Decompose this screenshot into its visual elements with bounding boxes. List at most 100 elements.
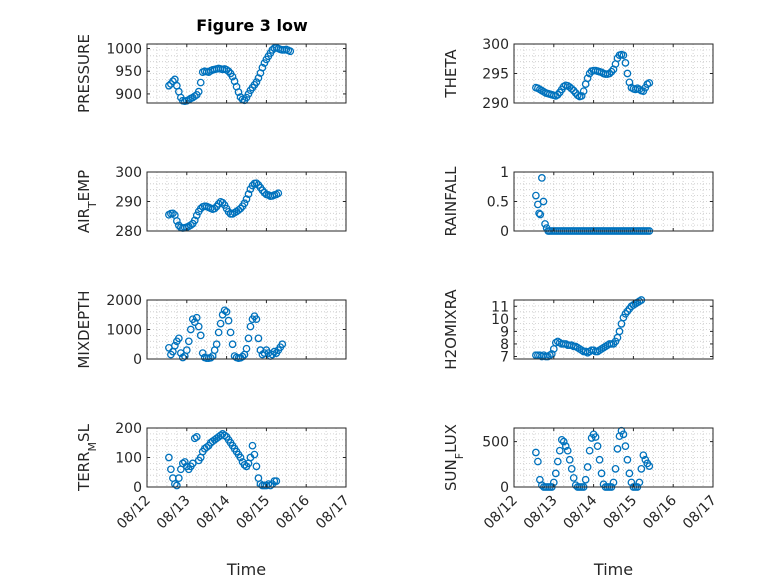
y-tick-label: 290 [482, 96, 509, 112]
data-point [254, 74, 263, 82]
y-tick-label: 290 [115, 195, 142, 211]
data-point [619, 51, 628, 60]
y-tick-label: 0 [133, 480, 142, 496]
x-tick-label: 08/12 [481, 493, 521, 533]
y-tick-label: 1 [500, 165, 509, 181]
grid [147, 44, 346, 103]
data-point [224, 316, 233, 325]
x-tick-label: 08/13 [154, 493, 194, 533]
data-series [532, 296, 646, 361]
subplot-terr_msl: 0 100 200 TERRMSL 08/12 08/13 08/14 08/15 08/16 0… [75, 421, 353, 579]
data-point [567, 464, 576, 473]
data-point [196, 331, 205, 340]
data-point [252, 78, 261, 86]
data-point [178, 353, 187, 362]
data-point [258, 63, 267, 72]
data-point [645, 462, 654, 470]
data-point [180, 458, 189, 466]
data-point [272, 477, 281, 485]
data-point [174, 334, 183, 343]
data-point [220, 306, 229, 315]
y-tick-label: 9 [500, 324, 509, 340]
data-point [236, 453, 245, 462]
data-point [260, 188, 269, 197]
x-tick-label: 08/17 [680, 493, 720, 533]
data-series [165, 179, 283, 232]
y-axis-label: TERRMSL [75, 423, 99, 492]
data-point [240, 461, 249, 469]
data-point [605, 69, 614, 78]
y-tick-label: 100 [115, 451, 142, 467]
data-point [565, 455, 574, 464]
axes-box [513, 299, 714, 360]
figure-title: Figure 3 low [196, 16, 308, 35]
data-point [192, 211, 201, 220]
data-point [220, 431, 229, 440]
data-point [244, 334, 253, 343]
data-point [555, 446, 564, 455]
data-point [585, 446, 594, 455]
data-point [234, 206, 243, 214]
data-point [171, 341, 179, 350]
data-point [228, 340, 237, 349]
data-point [192, 432, 201, 441]
data-point [242, 344, 251, 353]
data-series [165, 306, 287, 362]
data-point [246, 322, 255, 331]
x-tick-label: 08/13 [521, 493, 561, 533]
data-point [609, 478, 618, 487]
data-point [202, 443, 211, 452]
data-point [553, 457, 562, 466]
data-point [165, 81, 173, 90]
subplot-theta: 290 295 300 THETA [442, 37, 714, 112]
y-tick-label: 0.5 [487, 195, 509, 211]
data-point [639, 451, 648, 460]
data-point [623, 455, 632, 464]
y-tick-label: 200 [115, 421, 142, 437]
data-point [190, 318, 199, 326]
data-point [182, 346, 191, 354]
y-axis-label: RAINFALL [442, 166, 460, 237]
y-tick-label: 8 [500, 337, 509, 353]
data-point [192, 313, 201, 322]
data-point [270, 347, 279, 356]
data-point [186, 221, 195, 229]
data-point [206, 353, 215, 362]
data-point [621, 59, 630, 67]
y-tick-label: 295 [482, 67, 509, 83]
data-point [250, 450, 259, 459]
data-point [597, 469, 606, 478]
data-point [165, 453, 173, 462]
data-point [621, 442, 630, 451]
data-point [539, 197, 548, 206]
data-point [547, 350, 556, 358]
data-point [623, 69, 632, 78]
y-tick-label: 900 [115, 87, 142, 103]
data-point [613, 445, 622, 453]
data-point [274, 189, 283, 198]
y-tick-label: 0 [500, 480, 509, 496]
x-tick-label: 08/15 [233, 493, 273, 533]
data-point [228, 72, 237, 81]
y-tick-label: 2000 [106, 293, 142, 309]
data-point [222, 307, 231, 316]
data-point [173, 481, 181, 490]
y-tick-label: 7 [500, 349, 509, 365]
data-point [216, 319, 225, 328]
x-tick-label: 08/16 [640, 492, 680, 532]
data-point [583, 463, 592, 471]
y-tick-label: 1000 [106, 323, 142, 339]
x-tick-label: 08/17 [313, 493, 353, 533]
data-point [173, 217, 181, 225]
data-point [226, 328, 235, 337]
data-point [567, 84, 576, 93]
y-axis-label: H2OMIXRA [442, 289, 460, 370]
data-point [248, 441, 257, 450]
data-point [595, 455, 604, 464]
subplot-mixdepth: 0 1000 2000 MIXDEPTH [75, 290, 347, 369]
y-tick-label: 0 [500, 224, 509, 240]
data-point [593, 442, 602, 451]
y-axis-label: MIXDEPTH [75, 290, 93, 368]
